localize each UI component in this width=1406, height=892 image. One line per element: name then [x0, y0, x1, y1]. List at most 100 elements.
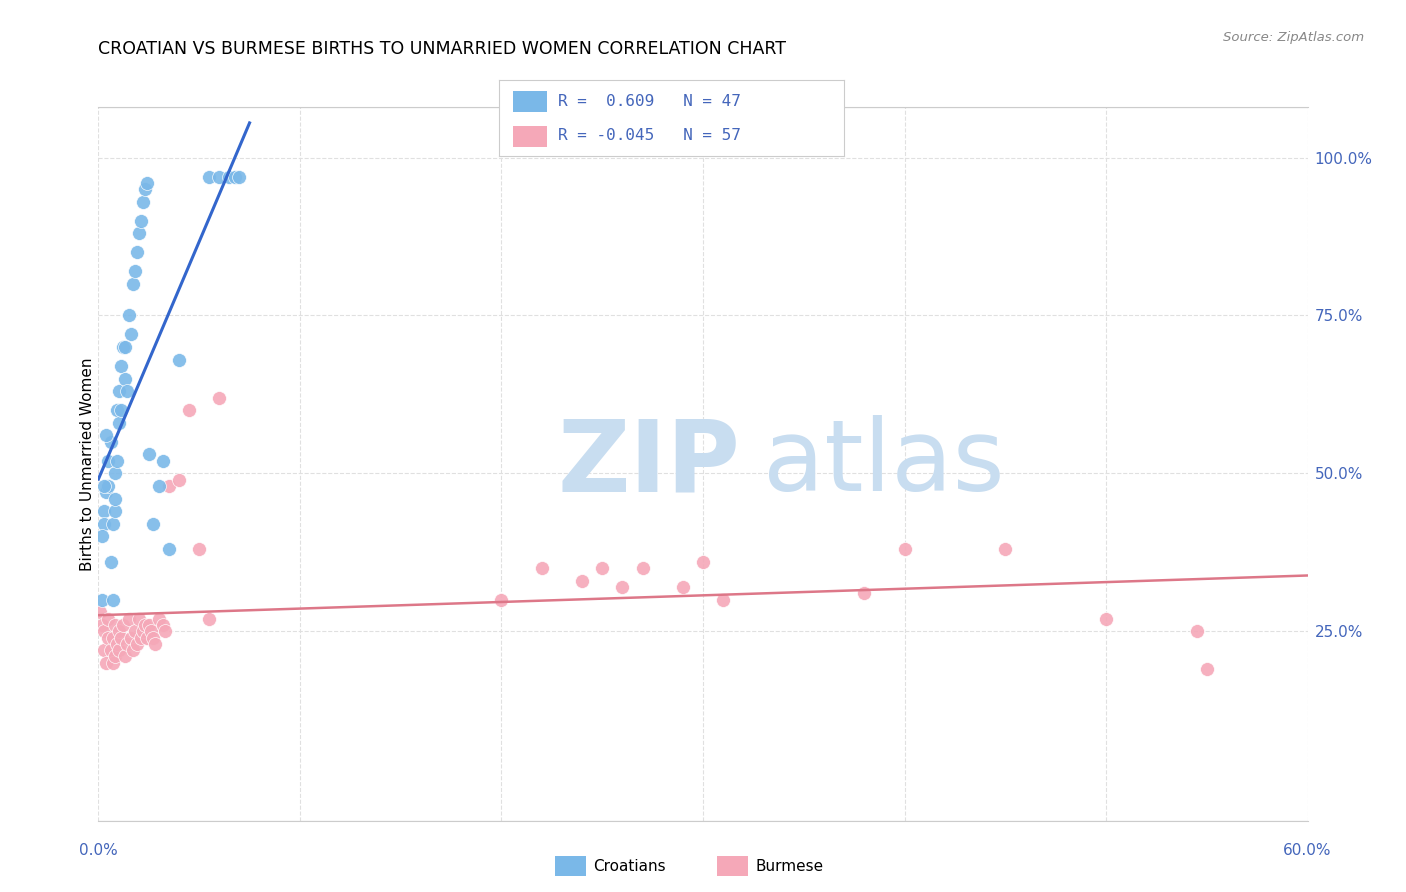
Point	[110, 359, 132, 373]
Text: 0.0%: 0.0%	[79, 843, 118, 858]
Point	[179, 403, 201, 417]
Point	[114, 649, 136, 664]
Point	[138, 618, 160, 632]
Point	[111, 340, 134, 354]
Point	[132, 194, 155, 209]
Text: R =  0.609   N = 47: R = 0.609 N = 47	[558, 94, 741, 109]
Point	[93, 624, 115, 639]
Point	[692, 555, 714, 569]
Point	[121, 277, 143, 291]
Point	[128, 611, 150, 625]
Text: Croatians: Croatians	[593, 859, 666, 873]
Point	[208, 391, 231, 405]
Point	[120, 327, 142, 342]
Point	[135, 631, 157, 645]
Point	[96, 485, 118, 500]
Point	[121, 643, 143, 657]
Point	[218, 169, 240, 184]
Text: ZIP: ZIP	[558, 416, 741, 512]
Point	[152, 618, 174, 632]
Point	[711, 592, 734, 607]
Point	[1095, 611, 1118, 625]
Point	[853, 586, 876, 600]
Point	[134, 618, 156, 632]
Point	[672, 580, 695, 594]
Point	[157, 479, 180, 493]
Point	[129, 213, 152, 227]
Point	[105, 453, 128, 467]
Point	[114, 340, 136, 354]
Point	[1185, 624, 1208, 639]
Point	[107, 416, 129, 430]
Point	[111, 618, 134, 632]
Point	[103, 467, 125, 481]
Point	[118, 309, 141, 323]
Point	[105, 403, 128, 417]
Point	[167, 473, 190, 487]
Point	[100, 555, 122, 569]
Point	[115, 384, 138, 399]
Point	[142, 516, 165, 531]
Point	[167, 352, 190, 367]
Point	[994, 542, 1017, 557]
Point	[120, 631, 142, 645]
Point	[101, 631, 124, 645]
Point	[100, 643, 122, 657]
Text: Source: ZipAtlas.com: Source: ZipAtlas.com	[1223, 31, 1364, 45]
Point	[571, 574, 593, 588]
Point	[97, 453, 120, 467]
Point	[188, 542, 211, 557]
Point	[530, 561, 553, 575]
Point	[142, 631, 165, 645]
Bar	[513, 126, 547, 147]
Point	[97, 479, 120, 493]
Point	[631, 561, 654, 575]
Point	[115, 637, 138, 651]
Point	[893, 542, 915, 557]
Point	[101, 592, 124, 607]
Point	[91, 592, 114, 607]
Point	[110, 403, 132, 417]
Point	[103, 504, 125, 518]
Point	[198, 169, 221, 184]
Point	[103, 618, 125, 632]
Point	[107, 384, 129, 399]
Point	[97, 611, 120, 625]
Point	[157, 542, 180, 557]
Point	[114, 371, 136, 385]
Point	[125, 637, 148, 651]
Text: 60.0%: 60.0%	[1284, 843, 1331, 858]
Point	[148, 611, 170, 625]
Point	[129, 631, 152, 645]
Point	[91, 529, 114, 543]
Point	[152, 453, 174, 467]
Point	[124, 264, 146, 278]
Point	[1195, 662, 1218, 676]
Point	[228, 169, 250, 184]
Point	[139, 624, 162, 639]
Point	[96, 428, 118, 442]
Point	[93, 504, 115, 518]
Point	[135, 176, 157, 190]
Point	[91, 618, 114, 632]
Point	[138, 447, 160, 461]
Point	[208, 169, 231, 184]
Bar	[513, 91, 547, 112]
Point	[103, 649, 125, 664]
Text: Burmese: Burmese	[755, 859, 823, 873]
Point	[491, 592, 513, 607]
Point	[97, 631, 120, 645]
Point	[96, 656, 118, 670]
Point	[110, 631, 132, 645]
Point	[89, 605, 111, 619]
Text: atlas: atlas	[763, 416, 1005, 512]
Point	[93, 643, 115, 657]
Text: R = -0.045   N = 57: R = -0.045 N = 57	[558, 128, 741, 143]
Point	[125, 245, 148, 260]
Point	[198, 611, 221, 625]
Point	[105, 637, 128, 651]
Point	[591, 561, 613, 575]
Point	[101, 516, 124, 531]
Point	[107, 643, 129, 657]
Point	[100, 434, 122, 449]
